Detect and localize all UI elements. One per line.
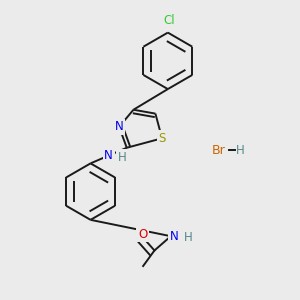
Text: N: N	[169, 230, 178, 243]
Text: Br: Br	[212, 143, 225, 157]
Text: N: N	[104, 149, 113, 162]
Text: S: S	[158, 132, 166, 145]
Text: N: N	[115, 120, 124, 133]
Text: H: H	[184, 231, 193, 244]
Text: H: H	[118, 151, 126, 164]
Text: Cl: Cl	[164, 14, 175, 27]
Text: O: O	[138, 228, 147, 241]
Text: H: H	[236, 143, 245, 157]
